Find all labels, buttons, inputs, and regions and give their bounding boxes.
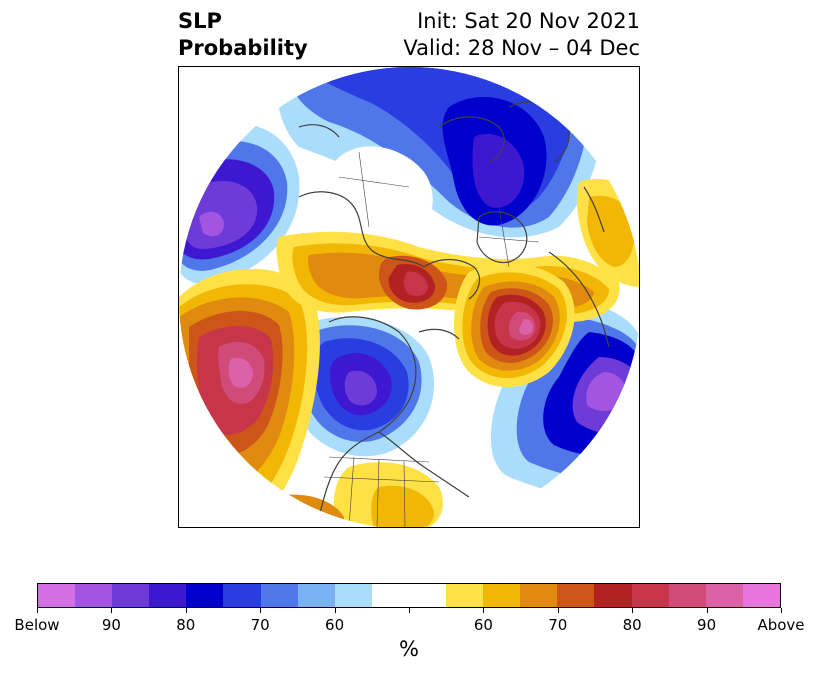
arctic-low-region — [277, 67, 603, 250]
colorbar-swatch — [742, 584, 780, 607]
colorbar-swatch — [297, 584, 335, 607]
colorbar-tick-label: Above — [757, 616, 805, 634]
colorbar-swatch — [408, 584, 447, 607]
colorbar-swatch — [483, 584, 521, 607]
colorbar-tick-label: 70 — [250, 616, 270, 634]
colorbar-tick — [334, 608, 336, 613]
colorbar-tick-label: 90 — [101, 616, 121, 634]
colorbar-units: % — [399, 637, 419, 661]
colorbar-swatch — [520, 584, 558, 607]
pacific-high-region — [179, 268, 320, 527]
colorbar-tick — [260, 608, 262, 613]
map-title-left: SLP Probability — [178, 8, 308, 62]
colorbar-tick-label: 60 — [473, 616, 493, 634]
europe-high-region — [454, 263, 575, 387]
init-date: Init: Sat 20 Nov 2021 — [417, 9, 640, 33]
colorbar-tick — [632, 608, 634, 613]
colorbar-swatch — [371, 584, 409, 607]
polar-map — [178, 66, 640, 528]
colorbar-tick-label: 80 — [622, 616, 642, 634]
probability-map-svg — [179, 67, 639, 527]
title-variable: SLP — [178, 9, 222, 33]
colorbar-swatch — [557, 584, 595, 607]
coastlines — [298, 101, 610, 518]
colorbar-swatch — [75, 584, 113, 607]
colorbar-swatch — [668, 584, 706, 607]
colorbar-tick-label: 80 — [176, 616, 196, 634]
colorbar-tick — [111, 608, 113, 613]
title-quantity: Probability — [178, 36, 308, 60]
probability-colorbar — [37, 583, 781, 608]
colorbar-swatch — [223, 584, 261, 607]
colorbar-tick-label: Below — [14, 616, 60, 634]
colorbar-swatch — [149, 584, 187, 607]
colorbar-swatch — [38, 584, 76, 607]
north-america-low-region — [285, 317, 435, 457]
colorbar-swatch — [334, 584, 372, 607]
colorbar-swatch — [594, 584, 632, 607]
valid-range: Valid: 28 Nov – 04 Dec — [403, 36, 640, 60]
political-borders — [323, 151, 540, 527]
colorbar-tick-label: 90 — [697, 616, 717, 634]
colorbar-swatch — [705, 584, 743, 607]
colorbar-swatch — [112, 584, 150, 607]
colorbar-tick-label: 70 — [548, 616, 568, 634]
colorbar-swatch — [446, 584, 484, 607]
colorbar-tick — [557, 608, 559, 613]
colorbar-swatch — [186, 584, 224, 607]
colorbar-swatch — [260, 584, 298, 607]
colorbar-swatch — [631, 584, 669, 607]
colorbar-tick — [37, 608, 38, 613]
colorbar-tick-label: 60 — [325, 616, 345, 634]
colorbar-tick — [409, 608, 410, 613]
map-title-right: Init: Sat 20 Nov 2021 Valid: 28 Nov – 04… — [403, 8, 640, 62]
colorbar-tick — [483, 608, 485, 613]
colorbar-tick — [781, 608, 782, 613]
colorbar-tick — [706, 608, 708, 613]
colorbar-tick — [185, 608, 187, 613]
